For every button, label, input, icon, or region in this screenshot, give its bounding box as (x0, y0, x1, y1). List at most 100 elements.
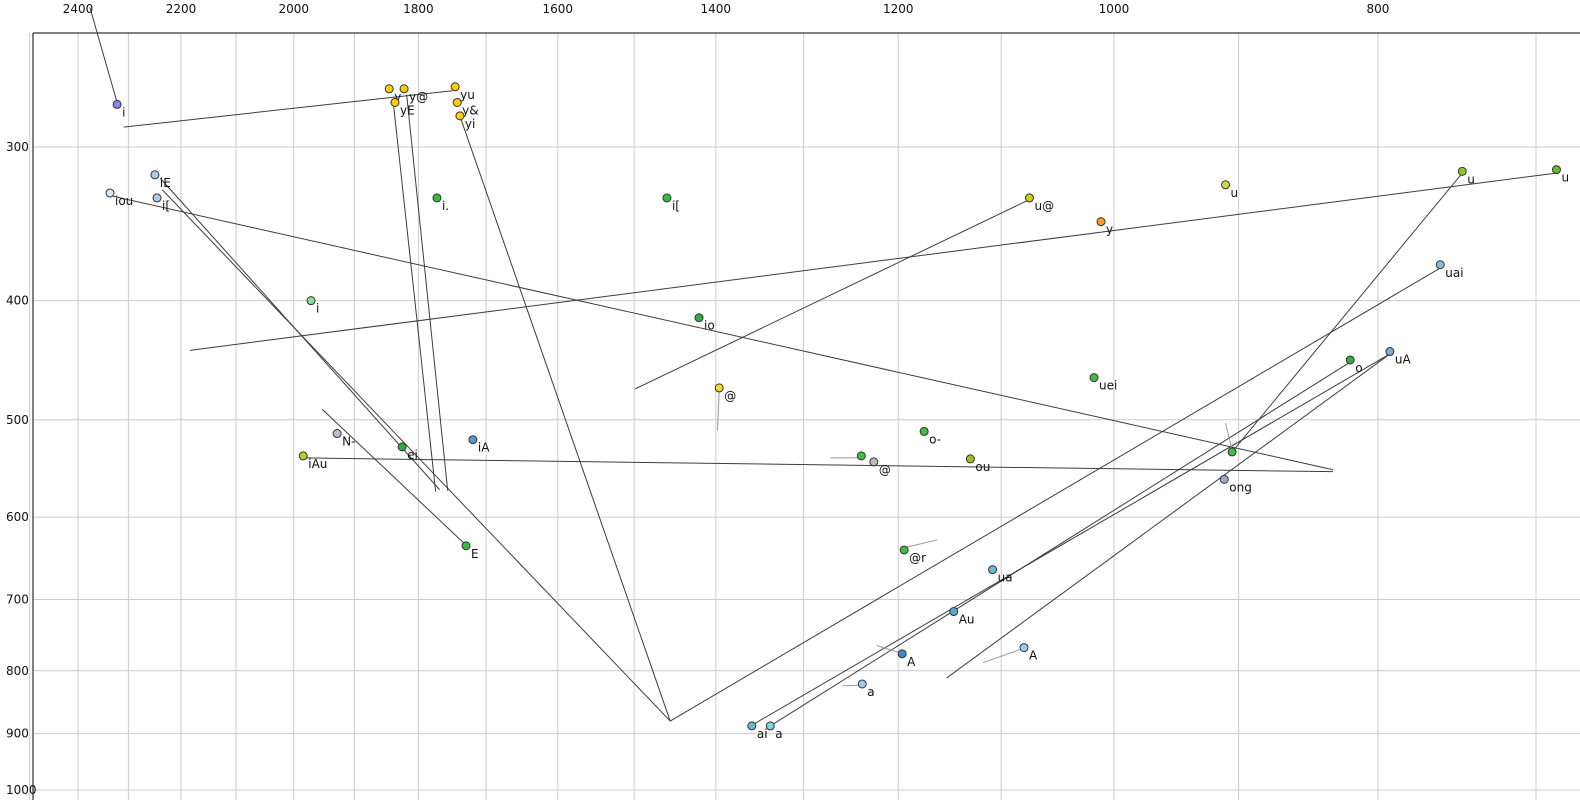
data-point[interactable] (1435, 260, 1445, 270)
data-point[interactable] (662, 193, 672, 203)
data-point[interactable] (1019, 643, 1029, 653)
point-label: @r (909, 551, 926, 565)
leader-line (716, 391, 720, 431)
data-point[interactable] (461, 541, 471, 551)
data-point[interactable] (1385, 347, 1395, 357)
data-point[interactable] (919, 426, 929, 436)
trajectory-line (752, 353, 1391, 726)
data-point[interactable] (988, 565, 998, 575)
data-point[interactable] (1457, 166, 1467, 176)
data-point[interactable] (399, 84, 409, 94)
leader-line (902, 539, 938, 549)
data-point[interactable] (450, 82, 460, 92)
x-tick-label: 2000 (278, 2, 309, 16)
data-point[interactable] (384, 84, 394, 94)
data-point[interactable] (869, 457, 879, 467)
data-point[interactable] (397, 442, 407, 452)
data-point[interactable] (765, 721, 775, 731)
data-point[interactable] (1221, 180, 1231, 190)
point-label: @ (879, 463, 891, 477)
point-label: iE (160, 176, 171, 190)
data-point[interactable] (897, 649, 907, 659)
point-label: Au (959, 613, 975, 627)
data-point[interactable] (694, 313, 704, 323)
data-point[interactable] (714, 383, 724, 393)
point-label: A (907, 655, 916, 669)
data-point[interactable] (455, 111, 465, 121)
point-label: o (1355, 361, 1362, 375)
trajectory-line (321, 408, 465, 544)
data-point[interactable] (112, 99, 122, 109)
data-point[interactable] (152, 193, 162, 203)
leader-line (842, 684, 860, 687)
trajectory-line (946, 353, 1391, 679)
data-point[interactable] (306, 296, 316, 306)
trajectory-line (161, 189, 671, 722)
trajectory-line (634, 199, 1030, 390)
trajectory-line (458, 111, 671, 722)
trajectory-line (770, 360, 1352, 727)
point-label: A (1029, 649, 1038, 663)
data-point[interactable] (747, 721, 757, 731)
data-point[interactable] (856, 451, 866, 461)
y-tick-label: 700 (6, 592, 29, 606)
data-point[interactable] (390, 97, 400, 107)
data-point[interactable] (1096, 217, 1106, 227)
point-label: E (471, 547, 479, 561)
point-label: i (122, 105, 125, 119)
y-tick-label: 800 (6, 664, 29, 678)
data-point[interactable] (899, 545, 909, 555)
point-label: uei (1099, 379, 1117, 393)
trajectory-line (303, 457, 1334, 473)
point-label: ong (1229, 480, 1252, 494)
leader-line (1225, 422, 1233, 451)
trajectory-line (1231, 172, 1463, 453)
data-point[interactable] (1089, 373, 1099, 383)
data-point[interactable] (298, 451, 308, 461)
x-tick-label: 2200 (166, 2, 197, 16)
data-point[interactable] (432, 193, 442, 203)
data-point[interactable] (949, 607, 959, 617)
data-point[interactable] (105, 188, 115, 198)
x-tick-label: 1600 (543, 2, 574, 16)
data-point[interactable] (1227, 447, 1237, 457)
point-label: ua (998, 571, 1013, 585)
point-label: ai (757, 727, 768, 741)
leader-line (876, 645, 900, 653)
data-point[interactable] (1219, 474, 1229, 484)
point-label: u@ (1034, 199, 1054, 213)
point-label: y (1106, 223, 1113, 237)
data-point[interactable] (1024, 193, 1034, 203)
point-label: uai (1445, 266, 1463, 280)
trajectory-line (669, 265, 1444, 722)
trajectory-line (190, 172, 1557, 351)
data-point[interactable] (857, 679, 867, 689)
data-point[interactable] (468, 435, 478, 445)
data-point[interactable] (1551, 165, 1561, 175)
point-label: ou (975, 460, 990, 474)
data-point[interactable] (150, 170, 160, 180)
point-label: i[ (162, 199, 170, 213)
y-tick-label: 400 (6, 294, 29, 308)
point-label: i. (442, 199, 449, 213)
y-tick-label: 600 (6, 510, 29, 524)
y-tick-label: 500 (6, 413, 29, 427)
point-label: i (316, 302, 319, 316)
data-point[interactable] (332, 429, 342, 439)
point-label: u (1561, 171, 1569, 185)
data-point[interactable] (1345, 355, 1355, 365)
data-point[interactable] (452, 97, 462, 107)
trajectory-line (89, 7, 118, 103)
y-tick-label: 300 (6, 140, 29, 154)
trajectory-line (123, 90, 453, 128)
point-label: iAu (308, 457, 327, 471)
point-label: y& (462, 103, 478, 117)
point-label: u (1467, 172, 1475, 186)
point-label: a (867, 685, 874, 699)
point-label: i[ (672, 199, 680, 213)
data-point[interactable] (965, 454, 975, 464)
x-tick-label: 1200 (883, 2, 914, 16)
